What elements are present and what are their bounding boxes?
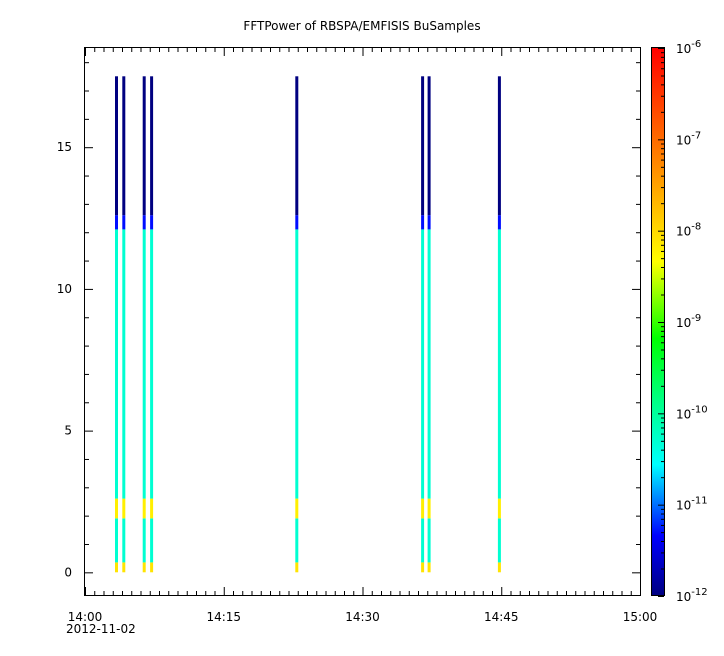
colorbar: 10-12 10-11 10-10 10-9 10-8 10-7 10-6 — [651, 39, 708, 604]
burst-segment — [142, 498, 146, 519]
colorbar-tick-label: 10-10 — [676, 404, 708, 421]
burst-segment — [497, 562, 501, 573]
burst-segment — [122, 229, 126, 499]
burst-segment — [122, 498, 126, 519]
burst-segment — [115, 498, 118, 519]
colorbar-tick-label: 10-8 — [676, 222, 701, 239]
burst-segment — [142, 562, 146, 573]
burst-segment — [427, 229, 431, 499]
burst-segment — [295, 229, 299, 499]
burst-column — [421, 76, 425, 573]
burst-segment — [150, 498, 154, 519]
colorbar-tick-label: 10-12 — [676, 587, 708, 604]
burst-segment — [295, 562, 299, 573]
burst-column — [295, 76, 299, 573]
burst-segment — [497, 518, 501, 563]
burst-segment — [142, 76, 146, 216]
burst-segment — [150, 562, 154, 573]
plot-area: 14:00 14:15 14:30 14:45 15:00 0 5 10 15 2012-11… — [57, 47, 658, 636]
burst-segment — [427, 498, 431, 519]
y-tick-label: 0 — [64, 565, 72, 579]
burst-segment — [427, 76, 431, 216]
burst-segment — [115, 518, 118, 563]
bursts-layer — [115, 76, 501, 573]
burst-column — [150, 76, 154, 573]
burst-segment — [497, 498, 501, 519]
burst-column — [427, 76, 431, 573]
burst-segment — [421, 562, 425, 573]
burst-column — [497, 76, 501, 573]
colorbar-ticks: 10-12 10-11 10-10 10-9 10-8 10-7 10-6 — [658, 39, 708, 604]
burst-segment — [427, 562, 431, 573]
y-tick-label: 10 — [57, 282, 72, 296]
burst-segment — [115, 76, 118, 216]
burst-segment — [497, 76, 501, 216]
burst-segment — [421, 76, 425, 216]
x-tick-label: 14:30 — [345, 610, 380, 624]
y-axis: 0 5 10 15 — [57, 62, 640, 579]
y-tick-label: 5 — [64, 424, 72, 438]
x-tick-label: 14:00 — [68, 610, 103, 624]
burst-segment — [421, 215, 425, 230]
burst-segment — [150, 215, 154, 230]
burst-segment — [122, 215, 126, 230]
burst-segment — [295, 518, 299, 563]
burst-segment — [115, 215, 118, 230]
burst-segment — [150, 76, 154, 216]
colorbar-frame — [651, 47, 665, 596]
x-tick-label: 14:45 — [484, 610, 519, 624]
date-label: 2012-11-02 — [66, 622, 136, 636]
burst-segment — [421, 518, 425, 563]
burst-column — [122, 76, 126, 573]
burst-segment — [427, 215, 431, 230]
burst-segment — [295, 215, 299, 230]
x-axis: 14:00 14:15 14:30 14:45 15:00 — [68, 48, 658, 624]
burst-segment — [142, 518, 146, 563]
burst-segment — [497, 229, 501, 499]
burst-segment — [150, 229, 154, 499]
colorbar-tick-label: 10-6 — [676, 39, 701, 56]
burst-column — [115, 76, 118, 573]
burst-segment — [295, 498, 299, 519]
x-tick-label: 14:15 — [206, 610, 241, 624]
y-tick-label: 15 — [57, 140, 72, 154]
burst-segment — [115, 229, 118, 499]
burst-segment — [122, 562, 126, 573]
burst-segment — [497, 215, 501, 230]
burst-segment — [150, 518, 154, 563]
burst-segment — [295, 76, 299, 216]
burst-segment — [122, 76, 126, 216]
colorbar-tick-label: 10-7 — [676, 130, 701, 147]
colorbar-tick-label: 10-9 — [676, 313, 701, 330]
burst-segment — [421, 229, 425, 499]
chart-title: FFTPower of RBSPA/EMFISIS BuSamples — [243, 19, 480, 33]
burst-segment — [427, 518, 431, 563]
burst-column — [142, 76, 146, 573]
x-tick-label: 15:00 — [623, 610, 658, 624]
burst-segment — [122, 518, 126, 563]
burst-segment — [421, 498, 425, 519]
burst-segment — [142, 215, 146, 230]
burst-segment — [142, 229, 146, 499]
burst-segment — [115, 562, 118, 573]
colorbar-tick-label: 10-11 — [676, 496, 708, 513]
plot-frame — [84, 47, 641, 596]
